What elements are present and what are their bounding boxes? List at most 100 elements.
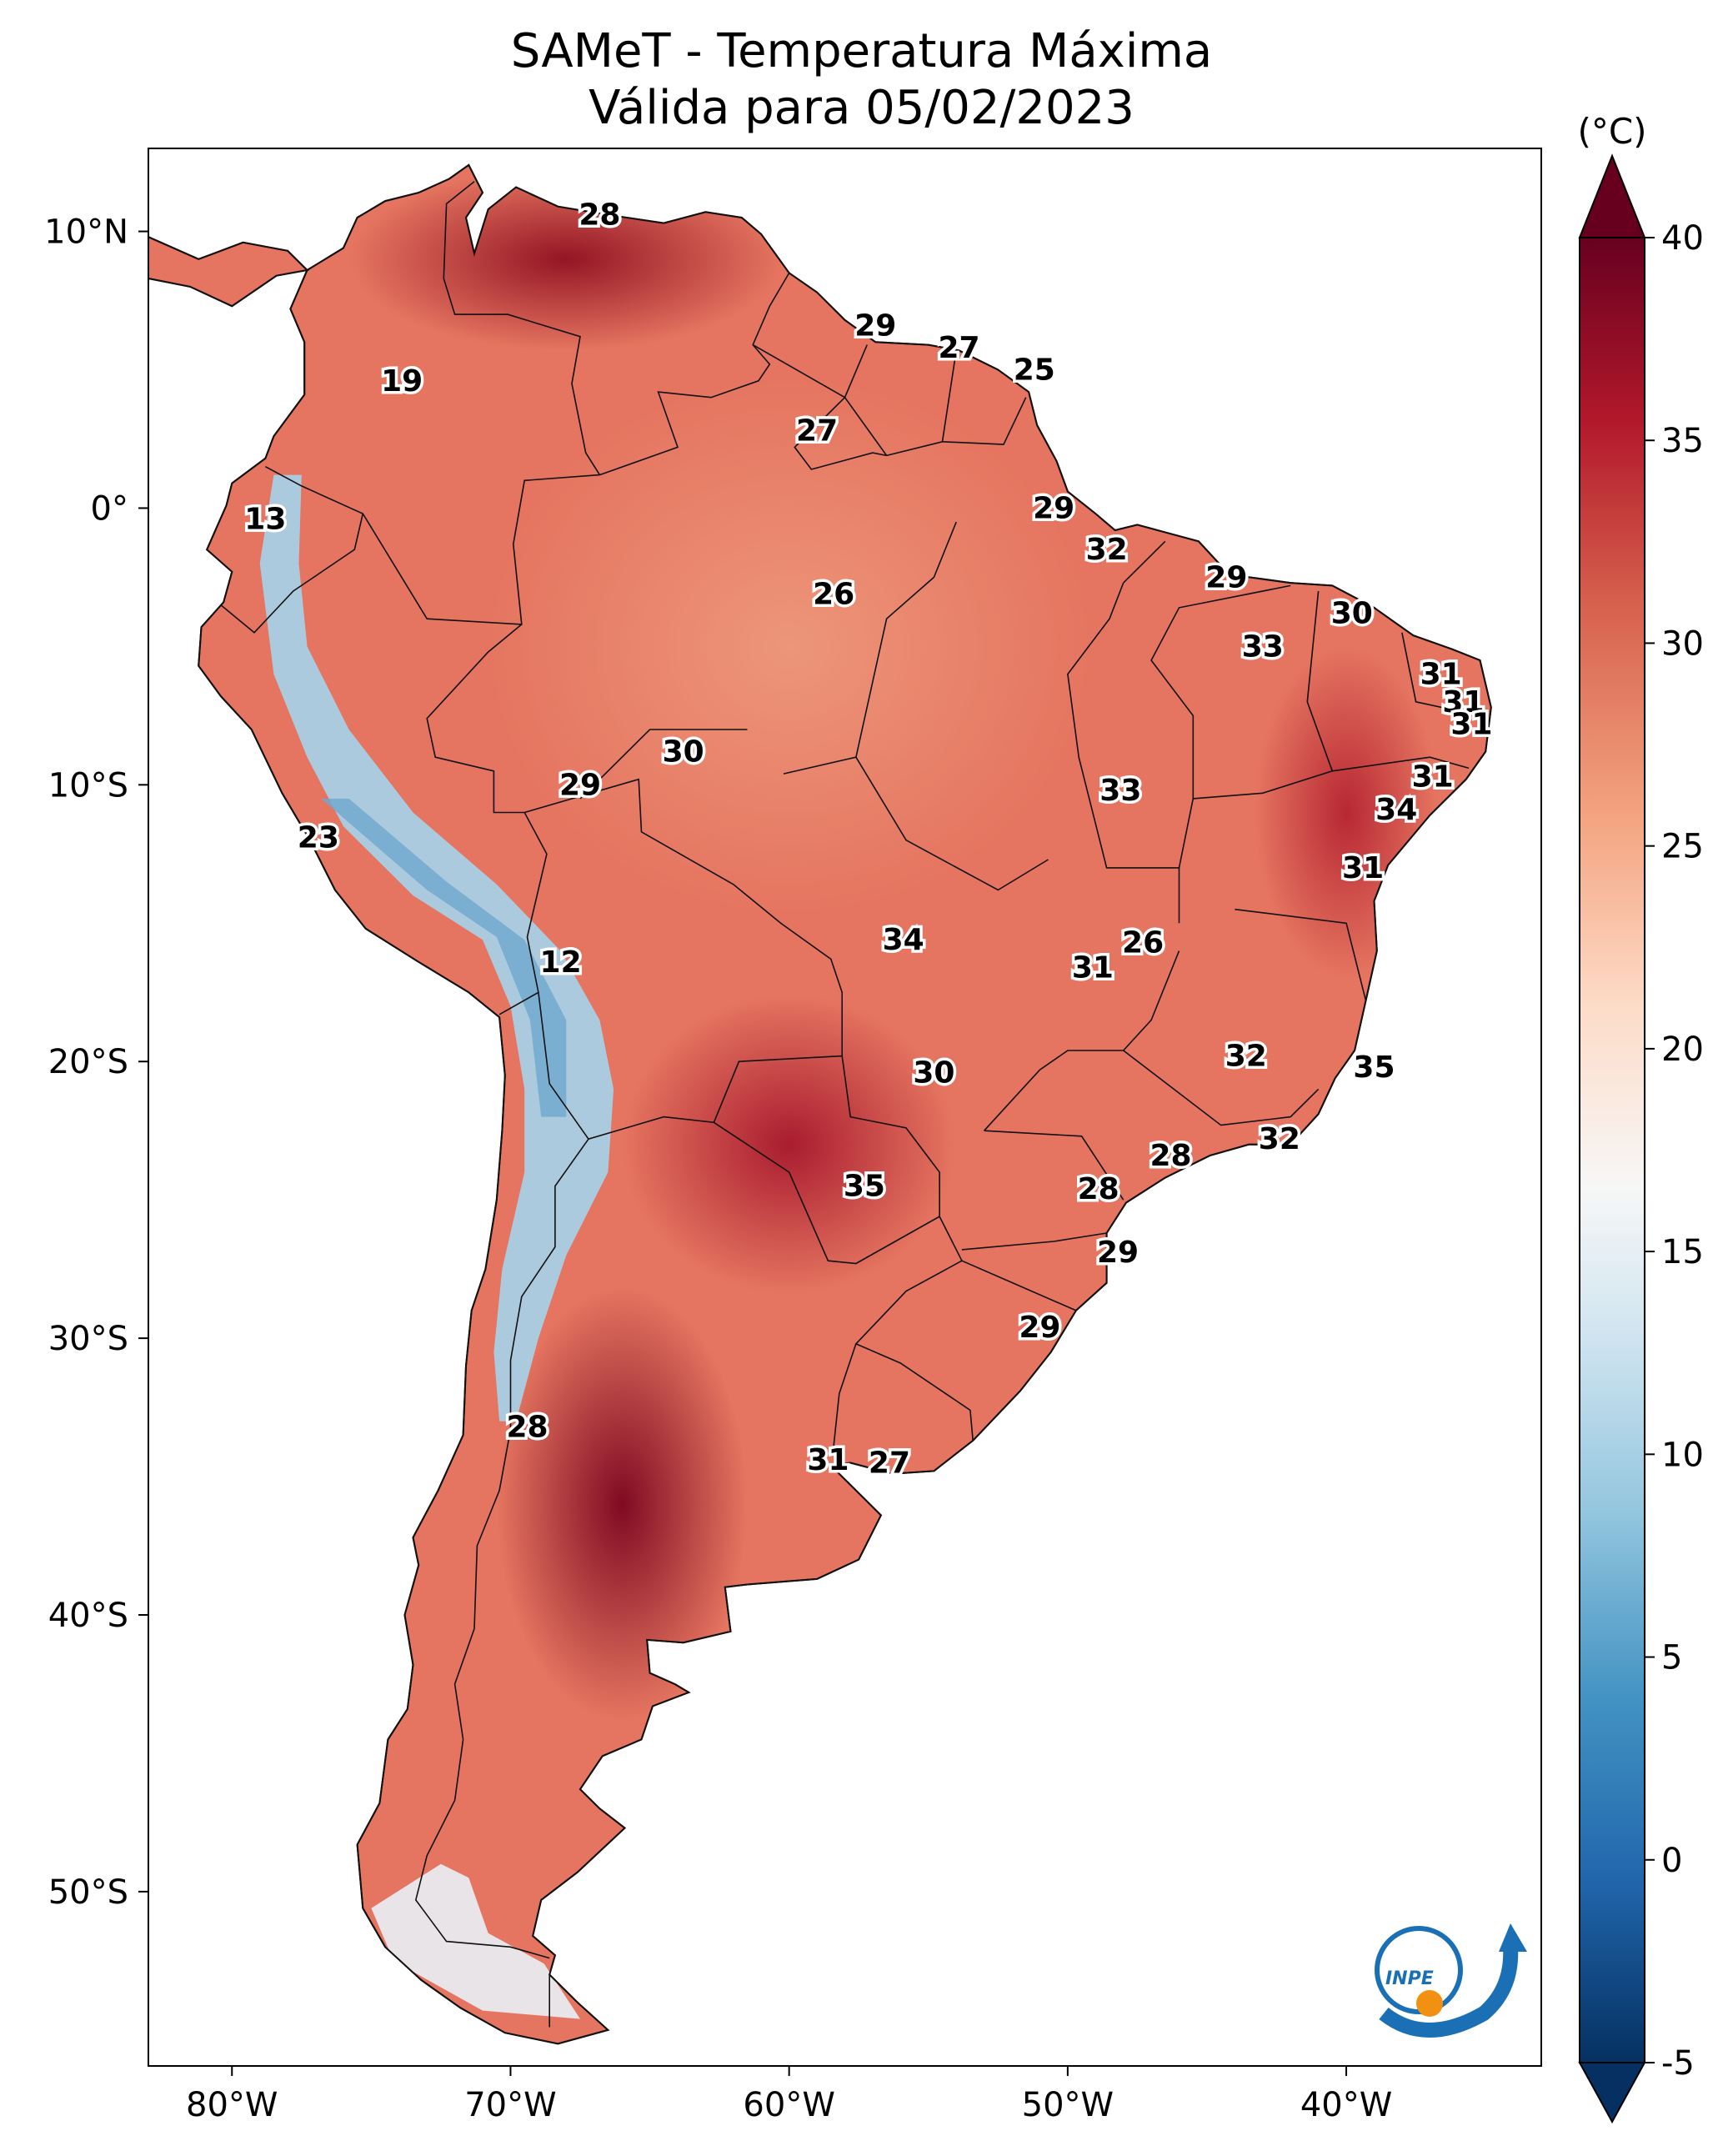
colorbar-gradient: [1579, 237, 1645, 2063]
value-label: 19: [381, 364, 423, 399]
value-label: 32: [1259, 1122, 1300, 1156]
title-line-1: SAMeT - Temperatura Máxima: [510, 24, 1213, 78]
value-label: 29: [1019, 1311, 1060, 1345]
value-label: 28: [579, 198, 620, 233]
border-line: [265, 465, 600, 625]
colorbar-unit: (°C): [1577, 111, 1646, 152]
border-line: [1401, 632, 1480, 717]
border-line: [844, 344, 888, 456]
border-line: [1235, 908, 1367, 1001]
value-label: 31: [807, 1443, 849, 1477]
value-label: 34: [883, 923, 924, 957]
value-label: 35: [1353, 1050, 1395, 1085]
inpe-logo-text: INPE: [1385, 1968, 1434, 1989]
border-line: [1332, 756, 1470, 772]
border-line: [984, 950, 1180, 1131]
value-label: 27: [938, 331, 979, 365]
border-line: [783, 756, 1049, 891]
andes-cold-zone: [259, 474, 614, 1421]
value-label: 30: [663, 735, 704, 770]
lat-tick-label: 10°S: [48, 766, 128, 805]
value-label: 12: [540, 945, 582, 980]
value-label: 32: [1225, 1040, 1267, 1074]
colorbar-tick-label: 15: [1661, 1233, 1704, 1271]
colorbar-tick-label: 25: [1661, 828, 1704, 866]
lon-tick-label: 50°W: [1022, 2086, 1114, 2124]
lat-tick-label: 20°S: [48, 1043, 128, 1081]
lat-tick-label: 10°N: [44, 213, 128, 252]
border-line: [220, 513, 364, 634]
value-label: 26: [1122, 926, 1164, 960]
colorbar-max-extend: [1578, 153, 1646, 238]
south-america-temperature-field: [148, 163, 1492, 2045]
value-label: 29: [854, 308, 896, 343]
chart-title: SAMeT - Temperatura Máxima Válida para 0…: [0, 23, 1723, 137]
lat-tick-label: 50°S: [48, 1873, 128, 1912]
paraguay-hot-zone: [622, 994, 956, 1295]
colorbar-tick-label: 10: [1661, 1436, 1704, 1474]
border-line: [523, 778, 843, 1141]
value-label: 28: [506, 1410, 548, 1444]
station-value-labels: 28 29 27 25 19 27 29 13 32 29 26 30 33 31 31 31 30 31 29 33…: [242, 195, 1495, 1483]
border-line: [414, 1138, 589, 1959]
inpe-logo-icon: INPE: [1375, 1923, 1527, 2038]
colorbar-tick-label: 30: [1661, 624, 1704, 663]
colorbar-ticks: 40 35 30 25 20 15 10 5 0 -5: [1645, 219, 1704, 2083]
andes-coldest-zone: [321, 798, 567, 1117]
colorbar-tick-label: -5: [1661, 2044, 1695, 2083]
lon-tick-label: 70°W: [464, 2086, 556, 2124]
lat-tick-label: 0°: [91, 489, 128, 528]
colorbar-tick-label: 40: [1661, 219, 1704, 258]
value-label: 30: [913, 1056, 954, 1091]
longitude-axis: 80°W 70°W 60°W 50°W 40°W: [186, 2066, 1392, 2124]
border-line: [1123, 1050, 1320, 1126]
border-line: [752, 343, 887, 470]
lat-tick-label: 40°S: [48, 1597, 128, 1635]
value-label: 29: [1097, 1236, 1139, 1270]
border-line: [961, 1260, 1077, 1311]
value-label: 30: [1331, 597, 1373, 631]
border-line: [833, 1343, 857, 1447]
colorbar-tick-label: 20: [1661, 1030, 1704, 1069]
value-label: 35: [844, 1170, 885, 1204]
value-label: 31: [1072, 950, 1114, 985]
colorbar-min-extend: [1578, 2062, 1646, 2124]
title-line-2: Válida para 05/02/2023: [589, 81, 1134, 135]
border-line: [1150, 584, 1291, 869]
border-line: [426, 624, 548, 1015]
value-label: 31: [1342, 851, 1384, 885]
lon-tick-label: 40°W: [1300, 2086, 1392, 2124]
political-borders: [220, 181, 1480, 2028]
border-line: [942, 397, 1027, 445]
value-label: 31: [1450, 707, 1492, 741]
value-label: 26: [813, 577, 854, 611]
border-line: [855, 521, 957, 758]
value-label: 23: [298, 820, 339, 855]
value-label: 29: [1205, 560, 1247, 594]
lat-tick-label: 30°S: [48, 1320, 128, 1358]
value-label: 27: [869, 1446, 910, 1480]
border-line: [579, 729, 748, 800]
lon-tick-label: 60°W: [743, 2086, 834, 2124]
map-frame: [148, 148, 1542, 2067]
value-label: 28: [1150, 1139, 1191, 1173]
value-label: 33: [1242, 629, 1284, 664]
border-line: [443, 181, 601, 476]
value-label: 31: [1420, 658, 1462, 692]
latitude-axis: 10°N 0° 10°S 20°S 30°S 40°S 50°S: [44, 213, 148, 1912]
colorbar-tick-label: 5: [1661, 1639, 1682, 1677]
colorbar-tick-label: 0: [1661, 1842, 1682, 1880]
value-label: 13: [244, 503, 286, 537]
amazon-warm-zone: [488, 379, 1089, 914]
lon-tick-label: 80°W: [186, 2086, 278, 2124]
border-line: [1123, 540, 1166, 584]
coastline: [148, 163, 1492, 2045]
border-line: [984, 1130, 1124, 1201]
value-label: 33: [1099, 774, 1141, 808]
colorbar: (°C) 40 35 30 25 20 15 10 5 0 -5: [1577, 111, 1704, 2124]
value-label: 28: [1078, 1172, 1119, 1206]
value-label: 25: [1014, 353, 1055, 388]
value-label: 29: [1033, 491, 1074, 525]
colorbar-tick-label: 35: [1661, 422, 1704, 460]
